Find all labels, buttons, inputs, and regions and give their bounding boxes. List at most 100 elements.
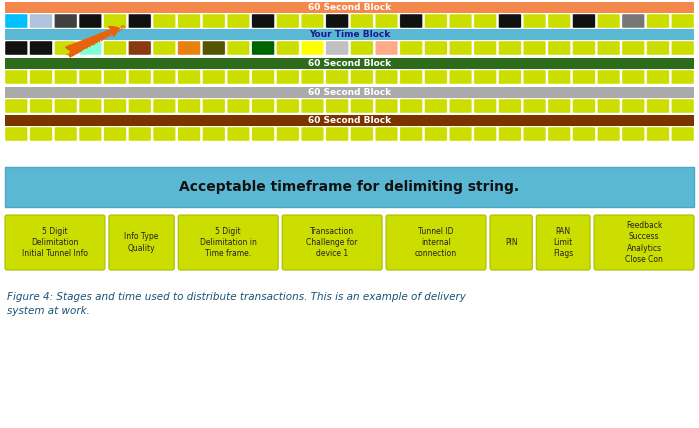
FancyBboxPatch shape [572, 70, 596, 84]
FancyBboxPatch shape [449, 99, 472, 113]
FancyBboxPatch shape [536, 215, 590, 270]
FancyBboxPatch shape [109, 215, 174, 270]
FancyBboxPatch shape [375, 99, 398, 113]
FancyBboxPatch shape [153, 14, 175, 28]
Text: PIN: PIN [505, 238, 517, 247]
FancyBboxPatch shape [647, 14, 670, 28]
FancyBboxPatch shape [597, 99, 620, 113]
FancyBboxPatch shape [671, 14, 694, 28]
FancyBboxPatch shape [326, 14, 349, 28]
FancyBboxPatch shape [301, 41, 324, 55]
FancyBboxPatch shape [29, 70, 52, 84]
FancyBboxPatch shape [622, 127, 644, 141]
FancyBboxPatch shape [301, 70, 324, 84]
Text: Figure 4: Stages and time used to distribute transactions. This is an example of: Figure 4: Stages and time used to distri… [7, 292, 466, 316]
FancyBboxPatch shape [350, 70, 373, 84]
FancyBboxPatch shape [5, 99, 28, 113]
FancyBboxPatch shape [129, 41, 151, 55]
FancyBboxPatch shape [490, 215, 532, 270]
FancyBboxPatch shape [449, 70, 472, 84]
FancyBboxPatch shape [153, 99, 175, 113]
FancyBboxPatch shape [55, 41, 77, 55]
Text: Acceptable timeframe for delimiting string.: Acceptable timeframe for delimiting stri… [180, 180, 519, 194]
Bar [5, 2, 694, 13]
FancyBboxPatch shape [252, 127, 275, 141]
Text: Your Transaction: Your Transaction [66, 24, 127, 60]
FancyBboxPatch shape [375, 41, 398, 55]
FancyBboxPatch shape [203, 14, 225, 28]
FancyBboxPatch shape [400, 127, 422, 141]
Text: 5 Digit
Delimitation
Initial Tunnel Info: 5 Digit Delimitation Initial Tunnel Info [22, 227, 88, 258]
FancyBboxPatch shape [153, 41, 175, 55]
FancyBboxPatch shape [103, 41, 127, 55]
FancyBboxPatch shape [55, 70, 77, 84]
FancyBboxPatch shape [498, 70, 521, 84]
FancyBboxPatch shape [55, 127, 77, 141]
FancyBboxPatch shape [597, 14, 620, 28]
FancyBboxPatch shape [5, 14, 28, 28]
FancyBboxPatch shape [203, 70, 225, 84]
FancyBboxPatch shape [572, 14, 596, 28]
FancyBboxPatch shape [424, 127, 447, 141]
FancyBboxPatch shape [178, 41, 201, 55]
FancyBboxPatch shape [5, 215, 105, 270]
FancyBboxPatch shape [203, 41, 225, 55]
FancyBboxPatch shape [326, 70, 349, 84]
FancyBboxPatch shape [129, 99, 151, 113]
FancyBboxPatch shape [524, 70, 546, 84]
FancyBboxPatch shape [79, 127, 102, 141]
FancyBboxPatch shape [29, 127, 52, 141]
FancyBboxPatch shape [350, 41, 373, 55]
FancyBboxPatch shape [548, 41, 570, 55]
FancyBboxPatch shape [375, 14, 398, 28]
FancyBboxPatch shape [424, 41, 447, 55]
FancyBboxPatch shape [79, 99, 102, 113]
FancyBboxPatch shape [524, 14, 546, 28]
FancyBboxPatch shape [326, 41, 349, 55]
FancyBboxPatch shape [29, 99, 52, 113]
FancyBboxPatch shape [252, 14, 275, 28]
FancyBboxPatch shape [424, 99, 447, 113]
FancyBboxPatch shape [474, 14, 496, 28]
FancyBboxPatch shape [671, 41, 694, 55]
FancyBboxPatch shape [622, 41, 644, 55]
FancyBboxPatch shape [647, 127, 670, 141]
Text: 60 Second Block: 60 Second Block [308, 88, 391, 97]
FancyBboxPatch shape [400, 14, 422, 28]
FancyBboxPatch shape [350, 127, 373, 141]
FancyBboxPatch shape [474, 70, 496, 84]
Text: 5 Digit
Delimitation in
Time frame.: 5 Digit Delimitation in Time frame. [200, 227, 257, 258]
FancyBboxPatch shape [29, 14, 52, 28]
FancyBboxPatch shape [301, 127, 324, 141]
FancyBboxPatch shape [227, 41, 250, 55]
Bar [5, 58, 694, 69]
FancyBboxPatch shape [647, 70, 670, 84]
FancyBboxPatch shape [178, 215, 278, 270]
FancyBboxPatch shape [548, 70, 570, 84]
Text: 60 Second Block: 60 Second Block [308, 59, 391, 68]
Bar [5, 167, 694, 207]
FancyBboxPatch shape [5, 127, 28, 141]
FancyBboxPatch shape [277, 99, 299, 113]
FancyBboxPatch shape [277, 14, 299, 28]
Text: 60 Second Block: 60 Second Block [308, 116, 391, 125]
FancyBboxPatch shape [326, 127, 349, 141]
FancyBboxPatch shape [350, 99, 373, 113]
FancyBboxPatch shape [227, 70, 250, 84]
FancyBboxPatch shape [671, 127, 694, 141]
Text: Info Type
Quality: Info Type Quality [124, 232, 159, 253]
FancyBboxPatch shape [5, 70, 28, 84]
FancyBboxPatch shape [350, 14, 373, 28]
FancyBboxPatch shape [129, 127, 151, 141]
FancyBboxPatch shape [597, 70, 620, 84]
Text: 60 Second Block: 60 Second Block [308, 3, 391, 12]
FancyBboxPatch shape [29, 41, 52, 55]
FancyBboxPatch shape [282, 215, 382, 270]
FancyBboxPatch shape [103, 14, 127, 28]
FancyBboxPatch shape [449, 41, 472, 55]
FancyBboxPatch shape [252, 99, 275, 113]
FancyBboxPatch shape [55, 99, 77, 113]
FancyBboxPatch shape [424, 70, 447, 84]
FancyBboxPatch shape [498, 99, 521, 113]
FancyBboxPatch shape [386, 215, 486, 270]
